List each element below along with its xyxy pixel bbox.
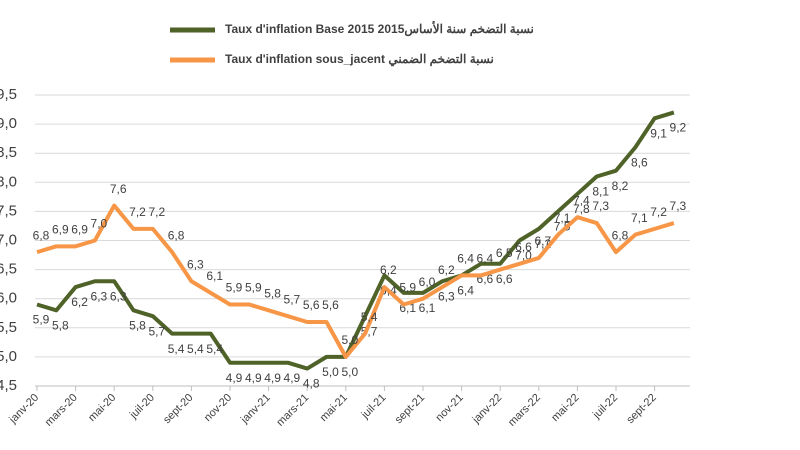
data-label: 5,6 <box>303 298 320 312</box>
data-label: 7,6 <box>110 182 127 196</box>
data-label: 5,7 <box>284 292 301 306</box>
data-label: 6,2 <box>438 263 455 277</box>
x-tick-label: sept-20 <box>161 392 195 426</box>
data-label: 5,6 <box>322 298 339 312</box>
legend-label: Taux d'inflation sous_jacent نسبة التضخم… <box>225 52 494 67</box>
data-label: 5,4 <box>187 342 204 356</box>
data-label: 6,8 <box>33 228 50 242</box>
data-label: 6,8 <box>168 228 185 242</box>
x-tick-label: sept-22 <box>624 392 658 426</box>
y-tick-label: 5,5 <box>0 319 17 336</box>
data-label: 7,5 <box>554 220 571 234</box>
y-tick-label: 9,0 <box>0 115 17 132</box>
data-label: 6,3 <box>438 289 455 303</box>
y-tick-label: 5,0 <box>0 348 17 365</box>
data-label: 8,6 <box>631 156 648 170</box>
y-tick-label: 8,0 <box>0 173 17 190</box>
data-label: 7,2 <box>129 205 146 219</box>
data-label: 4,9 <box>284 371 301 385</box>
y-tick-label: 4,5 <box>0 377 17 394</box>
data-label: 4,9 <box>264 371 281 385</box>
data-label: 5,0 <box>341 365 358 379</box>
data-label: 5,9 <box>33 313 50 327</box>
data-label: 5,0 <box>322 365 339 379</box>
data-label: 7,2 <box>148 205 165 219</box>
data-label: 7,3 <box>670 199 687 213</box>
x-tick-label: juil-22 <box>590 392 620 422</box>
data-label: 6,1 <box>419 301 436 315</box>
data-label: 6,2 <box>380 263 397 277</box>
data-label: 5,9 <box>245 281 262 295</box>
y-tick-label: 6,0 <box>0 290 17 307</box>
x-tick-label: juil-21 <box>359 392 389 422</box>
data-label: 4,9 <box>226 371 243 385</box>
data-label: 5,8 <box>129 319 146 333</box>
data-label: 6,1 <box>206 269 223 283</box>
legend-label: Taux d'inflation Base 2015 2015نسبة التض… <box>225 21 534 37</box>
y-tick-label: 8,5 <box>0 144 17 161</box>
data-label: 6,8 <box>612 228 629 242</box>
data-label: 6,2 <box>71 295 88 309</box>
x-tick-label: mai-22 <box>549 392 581 424</box>
data-label: 7,8 <box>573 202 590 216</box>
data-label: 4,8 <box>303 377 320 391</box>
series-line <box>36 203 675 359</box>
x-tick-label: mars-22 <box>506 392 543 429</box>
data-label: 8,2 <box>612 179 629 193</box>
data-label: 6,3 <box>110 289 127 303</box>
x-tick-label: mai-21 <box>318 392 350 424</box>
data-label: 7,4 <box>573 193 590 207</box>
y-tick-label: 9,5 <box>0 86 17 103</box>
data-label: 6,5 <box>496 246 513 260</box>
data-label: 6,4 <box>477 252 494 266</box>
x-tick-label: janv-20 <box>6 392 41 427</box>
data-label: 6,9 <box>52 222 69 236</box>
data-label: 6,3 <box>187 257 204 271</box>
y-tick-label: 7,5 <box>0 202 17 219</box>
x-tick-label: mars-21 <box>274 392 311 429</box>
data-label: 7,1 <box>631 211 648 225</box>
data-label: 7,3 <box>592 199 609 213</box>
data-label: 8,1 <box>592 185 609 199</box>
x-tick-label: mars-20 <box>43 392 80 429</box>
data-label: 6,6 <box>496 272 513 286</box>
x-tick-label: sept-21 <box>393 392 427 426</box>
data-label: 5,9 <box>226 281 243 295</box>
data-label: 6,9 <box>71 222 88 236</box>
data-label: 6,7 <box>534 234 551 248</box>
data-label: 6,4 <box>457 284 474 298</box>
data-label: 7,2 <box>650 205 667 219</box>
x-tick-label: mai-20 <box>86 392 118 424</box>
series-line <box>36 110 675 371</box>
data-label: 9,1 <box>650 126 667 140</box>
data-label: 6,3 <box>91 289 108 303</box>
data-label: 5,4 <box>206 342 223 356</box>
data-label: 7,0 <box>91 217 108 231</box>
x-tick-label: nov-20 <box>202 392 234 424</box>
data-label: 6,6 <box>515 240 532 254</box>
data-label: 6,0 <box>419 275 436 289</box>
data-label: 4,9 <box>245 371 262 385</box>
data-label: 5,8 <box>264 287 281 301</box>
x-tick-label: nov-21 <box>434 392 466 424</box>
data-label: 5,4 <box>361 310 378 324</box>
x-tick-label: janv-22 <box>470 392 505 427</box>
data-label: 7,1 <box>554 211 571 225</box>
y-tick-label: 7,0 <box>0 231 17 248</box>
data-label: 5,4 <box>168 342 185 356</box>
x-tick-label: juil-20 <box>127 392 157 422</box>
y-tick-label: 6,5 <box>0 261 17 278</box>
data-label: 9,2 <box>670 121 687 135</box>
data-label: 5,8 <box>52 319 69 333</box>
data-label: 5,7 <box>148 324 165 338</box>
x-tick-label: janv-21 <box>238 392 273 427</box>
data-label: 6,4 <box>457 252 474 266</box>
data-label: 5,9 <box>399 281 416 295</box>
data-label: 5,0 <box>341 333 358 347</box>
